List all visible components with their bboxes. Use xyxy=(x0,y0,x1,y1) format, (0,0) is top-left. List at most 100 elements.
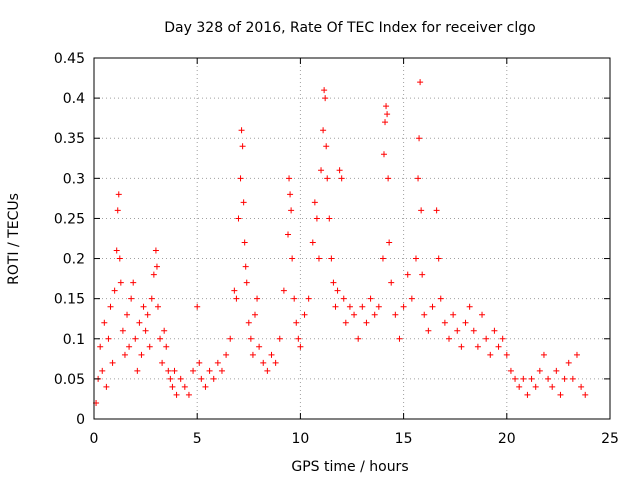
data-point xyxy=(210,375,217,382)
x-axis-label: GPS time / hours xyxy=(291,459,408,475)
y-tick-label: 0.45 xyxy=(54,51,85,67)
data-point xyxy=(105,335,112,342)
data-point xyxy=(516,383,523,390)
data-point xyxy=(101,319,108,326)
data-point xyxy=(466,303,473,310)
data-point xyxy=(173,391,180,398)
data-point xyxy=(311,199,318,206)
data-point xyxy=(142,327,149,334)
data-point xyxy=(161,327,168,334)
y-tick-label: 0.4 xyxy=(63,91,85,107)
data-point xyxy=(291,295,298,302)
data-point xyxy=(396,335,403,342)
data-point xyxy=(342,319,349,326)
data-point xyxy=(293,319,300,326)
data-point xyxy=(148,295,155,302)
data-point xyxy=(474,343,481,350)
data-point xyxy=(421,311,428,318)
data-point xyxy=(113,247,120,254)
data-point xyxy=(435,255,442,262)
data-point xyxy=(346,303,353,310)
data-point xyxy=(132,335,139,342)
data-point xyxy=(181,383,188,390)
data-point xyxy=(260,359,267,366)
data-point xyxy=(415,175,422,182)
y-tick-label: 0 xyxy=(76,412,85,428)
data-point xyxy=(107,303,114,310)
data-point xyxy=(245,319,252,326)
data-point xyxy=(536,367,543,374)
data-point xyxy=(569,375,576,382)
data-point xyxy=(313,215,320,222)
data-point xyxy=(99,367,106,374)
data-point xyxy=(251,311,258,318)
data-point xyxy=(412,255,419,262)
data-point xyxy=(177,375,184,382)
grid-layer xyxy=(94,58,610,419)
data-point xyxy=(171,367,178,374)
data-point xyxy=(479,311,486,318)
data-point xyxy=(167,375,174,382)
data-point xyxy=(318,167,325,174)
tick-labels-layer: 0 0.05 0.1 0.15 0.2 0.25 0.3 0.35 0.4 0.45 0 5 10 15 2… xyxy=(54,51,619,447)
data-point xyxy=(321,87,328,94)
data-point xyxy=(185,391,192,398)
points-layer xyxy=(93,79,589,406)
data-point xyxy=(330,279,337,286)
data-point xyxy=(383,103,390,110)
chart-title: Day 328 of 2016, Rate Of TEC Index for r… xyxy=(164,20,535,36)
data-point xyxy=(384,111,391,118)
data-point xyxy=(582,391,589,398)
data-point xyxy=(227,335,234,342)
data-point xyxy=(241,239,248,246)
data-point xyxy=(392,311,399,318)
data-point xyxy=(528,375,535,382)
data-point xyxy=(130,279,137,286)
x-tick-label: 15 xyxy=(395,431,413,447)
data-point xyxy=(126,343,133,350)
data-point xyxy=(433,207,440,214)
data-point xyxy=(138,351,145,358)
data-point xyxy=(380,151,387,158)
data-point xyxy=(323,143,330,150)
data-point xyxy=(249,351,256,358)
data-point xyxy=(190,367,197,374)
data-point xyxy=(388,279,395,286)
data-point xyxy=(242,263,249,270)
data-point xyxy=(520,375,527,382)
data-point xyxy=(196,359,203,366)
data-point xyxy=(116,255,123,262)
data-point xyxy=(206,367,213,374)
data-point xyxy=(115,191,122,198)
data-point xyxy=(198,375,205,382)
data-point xyxy=(103,383,110,390)
data-point xyxy=(334,287,341,294)
data-point xyxy=(324,175,331,182)
data-point xyxy=(540,351,547,358)
ticks-layer xyxy=(93,57,611,420)
data-point xyxy=(495,343,502,350)
data-point xyxy=(194,303,201,310)
y-tick-label: 0.25 xyxy=(54,211,85,227)
data-point xyxy=(295,335,302,342)
data-point xyxy=(128,295,135,302)
data-point xyxy=(146,343,153,350)
data-point xyxy=(385,175,392,182)
data-point xyxy=(320,127,327,134)
data-point xyxy=(238,127,245,134)
data-point xyxy=(573,351,580,358)
data-point xyxy=(124,311,131,318)
data-point xyxy=(136,319,143,326)
data-point xyxy=(487,351,494,358)
data-point xyxy=(218,367,225,374)
data-point xyxy=(507,367,514,374)
data-point xyxy=(231,287,238,294)
data-point xyxy=(157,335,164,342)
x-tick-label: 10 xyxy=(291,431,309,447)
data-point xyxy=(109,359,116,366)
data-point xyxy=(512,375,519,382)
data-point xyxy=(382,119,389,126)
data-point xyxy=(272,359,279,366)
data-point xyxy=(268,351,275,358)
data-point xyxy=(470,327,477,334)
